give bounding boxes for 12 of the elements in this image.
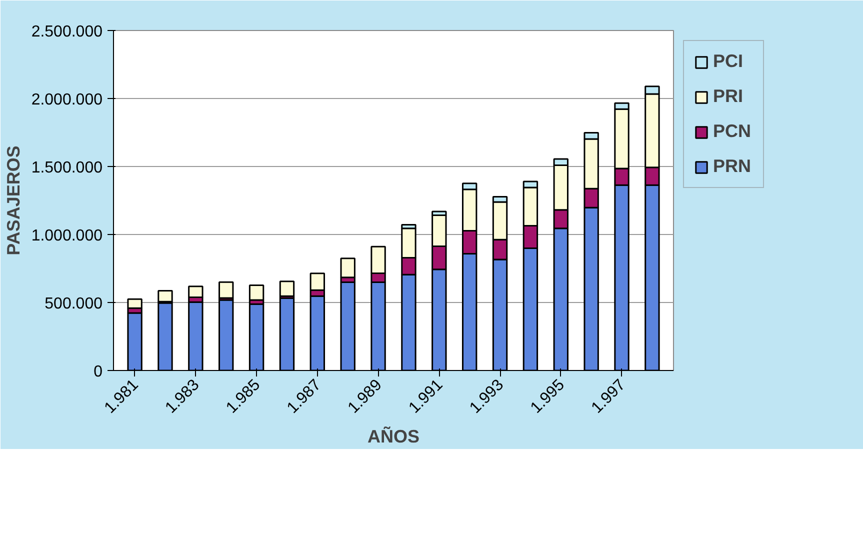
y-tick-label: 2.500.000 — [31, 24, 103, 40]
y-tick-label: 1.000.000 — [31, 228, 103, 244]
y-axis-title: PASAJEROS — [3, 146, 24, 256]
legend-label: PCI — [713, 51, 744, 72]
legend-label: PRI — [713, 86, 744, 107]
y-tick-label: 2.000.000 — [31, 92, 103, 108]
legend-label: PRN — [713, 156, 752, 177]
y-tick-label: 1.500.000 — [31, 160, 103, 176]
y-tick-label: 500.000 — [44, 296, 103, 312]
x-axis-title: AÑOS — [368, 425, 420, 446]
y-tick-label: 0 — [94, 364, 103, 380]
legend-label: PCN — [713, 121, 752, 142]
